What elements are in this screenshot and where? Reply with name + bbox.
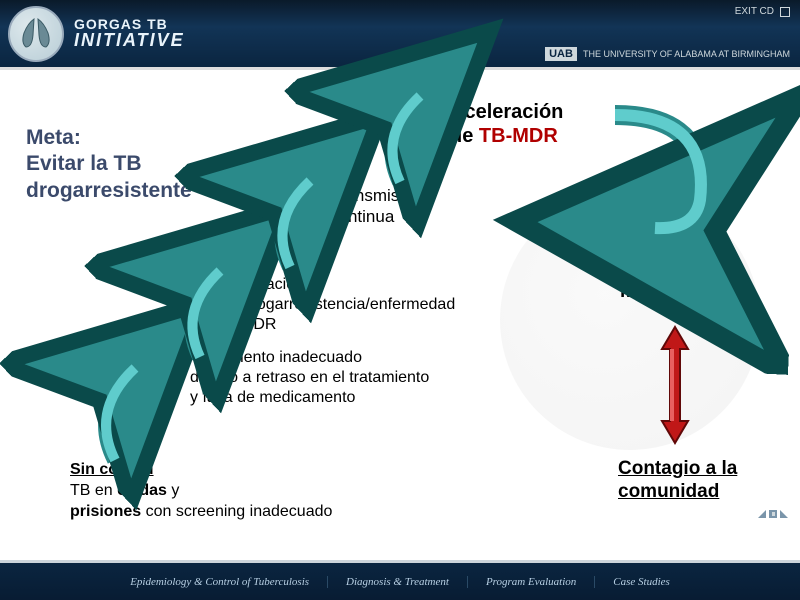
epi-l1: Epidemia xyxy=(620,256,709,278)
logo-lungs-icon xyxy=(8,6,64,62)
slide-content: Meta: Evitar la TB drogarresistente Acel… xyxy=(0,70,800,560)
uab-text: THE UNIVERSITY OF ALABAMA AT BIRMINGHAM xyxy=(583,49,790,59)
header-bar: GORGAS TB INITIATIVE EXIT CD UAB THE UNI… xyxy=(0,0,800,70)
meta-l3: drogarresistente xyxy=(26,179,192,202)
exit-cd-button[interactable]: EXIT CD xyxy=(735,6,790,17)
arrow-1-icon xyxy=(90,360,190,470)
arrow-double-red-icon xyxy=(650,315,700,455)
exit-label: EXIT CD xyxy=(735,6,774,17)
meta-l1: Meta: xyxy=(26,126,81,149)
uab-block: UAB xyxy=(545,47,577,61)
footer-nav: Epidemiology & Control of Tuberculosis D… xyxy=(0,560,800,600)
uab-credit: UAB THE UNIVERSITY OF ALABAMA AT BIRMING… xyxy=(545,47,790,61)
arrow-2-icon xyxy=(180,265,270,365)
trat-l2: debido a retraso en el tratamiento xyxy=(190,369,429,386)
acc-bold: TB-MDR xyxy=(479,125,558,147)
brand-text: GORGAS TB INITIATIVE xyxy=(74,18,185,48)
arrow-epidemic-icon xyxy=(600,100,740,250)
sin-l3b: con screening inadecuado xyxy=(141,503,332,520)
cont-l2: comunidad xyxy=(618,481,719,502)
epi-l2: MDR-TB xyxy=(620,280,699,302)
nav-squares-icon xyxy=(758,494,788,518)
footer-item-program[interactable]: Program Evaluation xyxy=(467,576,594,588)
brand-line2: INITIATIVE xyxy=(74,32,185,49)
community-label: Contagio a la comunidad xyxy=(618,458,737,504)
footer-item-epidemiology[interactable]: Epidemiology & Control of Tuberculosis xyxy=(112,576,327,588)
footer-item-diagnosis[interactable]: Diagnosis & Treatment xyxy=(327,576,467,588)
trat-l3: y falta de medicamento xyxy=(190,389,355,406)
creation-label: Creación Drogarresistencia/enfermedad MD… xyxy=(240,275,455,335)
epidemic-label: Epidemia MDR-TB xyxy=(620,255,709,303)
sin-l3a: prisiones xyxy=(70,503,141,520)
arrow-3-icon xyxy=(270,175,360,275)
sin-l2b: celdas xyxy=(117,482,167,499)
cont-l1: Contagio a la xyxy=(618,458,737,479)
crea-l2: Drogarresistencia/enfermedad xyxy=(240,296,455,313)
sin-l2c: y xyxy=(167,482,179,499)
meta-l2: Evitar la TB xyxy=(26,152,142,175)
sin-l2a: TB en xyxy=(70,482,117,499)
footer-item-cases[interactable]: Case Studies xyxy=(594,576,688,588)
meta-title: Meta: Evitar la TB drogarresistente xyxy=(26,125,192,204)
exit-square-icon xyxy=(780,7,790,17)
arrow-4-icon xyxy=(380,90,470,190)
